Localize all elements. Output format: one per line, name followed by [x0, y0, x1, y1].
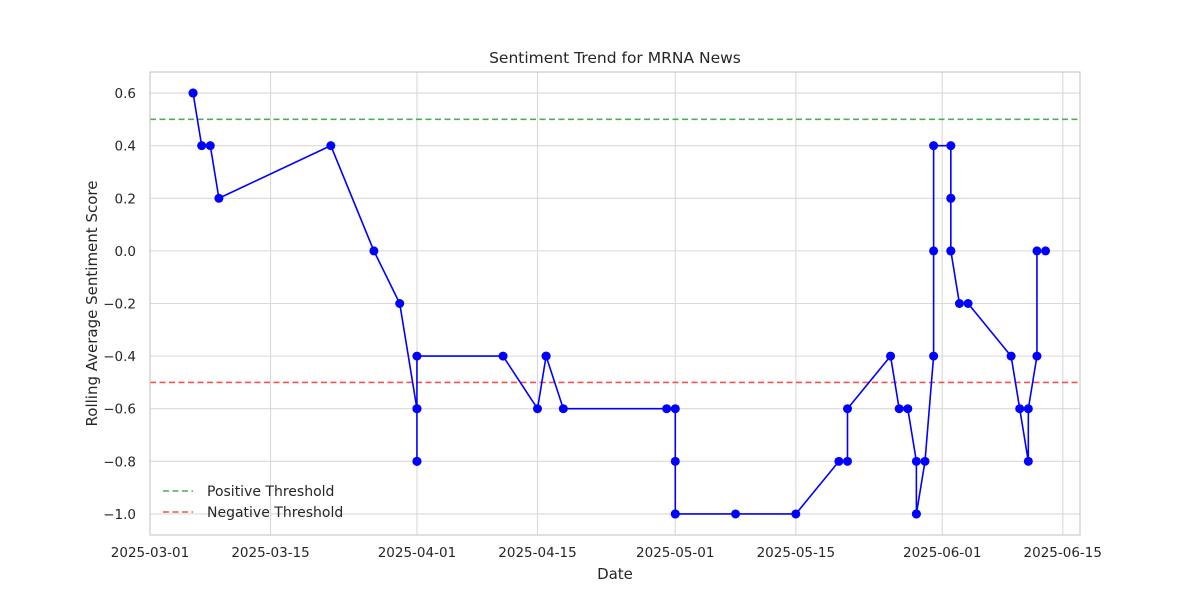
data-point [1023, 404, 1033, 414]
legend-label: Negative Threshold [207, 505, 343, 521]
data-point [911, 509, 921, 519]
data-point [843, 404, 852, 414]
plot-frame [149, 71, 1081, 536]
y-tick-label: −0.6 [103, 402, 136, 418]
y-tick-label: −0.8 [103, 454, 136, 470]
x-tick-label: 2025-04-01 [378, 545, 456, 561]
data-point [894, 404, 904, 414]
data-point [886, 351, 896, 361]
data-point [558, 404, 568, 414]
data-point [1032, 351, 1042, 361]
data-point [834, 456, 844, 466]
data-point [1006, 351, 1016, 361]
legend-label: Positive Threshold [207, 484, 334, 500]
data-point [395, 299, 405, 308]
x-tick-label: 2025-05-15 [757, 545, 835, 561]
data-point [929, 141, 939, 151]
data-point [1015, 404, 1025, 414]
data-point [920, 456, 930, 466]
data-point [541, 351, 551, 361]
x-tick-label: 2025-06-15 [1024, 545, 1102, 561]
series-layer [188, 88, 1051, 519]
threshold-lines [150, 118, 1080, 384]
data-point [670, 456, 680, 466]
data-point [197, 141, 207, 151]
x-tick-label: 2025-05-01 [636, 545, 714, 561]
data-point [963, 299, 973, 308]
y-tick-label: −0.2 [103, 297, 136, 313]
x-tick-label: 2025-03-15 [231, 545, 309, 561]
data-point [1041, 246, 1051, 256]
data-point [903, 404, 913, 414]
y-tick-label: 0.6 [115, 86, 136, 102]
data-point [843, 456, 852, 466]
data-point [188, 88, 198, 98]
data-point [326, 141, 336, 151]
data-point [791, 509, 801, 519]
data-point [1023, 456, 1033, 466]
data-point [929, 351, 939, 361]
data-point [1032, 246, 1042, 256]
y-tick-label: −1.0 [103, 507, 136, 523]
data-point [954, 299, 964, 308]
y-axis-label: Rolling Average Sentiment Score [83, 181, 101, 427]
x-tick-label: 2025-03-01 [111, 545, 189, 561]
y-tick-label: 0.4 [115, 139, 136, 155]
legend: Positive Threshold Negative Threshold [163, 484, 343, 521]
data-point [412, 351, 422, 361]
data-point [412, 404, 422, 414]
data-point [369, 246, 379, 256]
data-point [946, 246, 956, 256]
data-point [533, 404, 542, 414]
tick-labels: 2025-03-01 2025-03-15 2025-04-01 2025-04-15… [103, 86, 1102, 561]
data-point [214, 193, 224, 203]
data-point [662, 404, 672, 414]
y-tick-label: 0.2 [115, 191, 136, 207]
x-tick-label: 2025-06-01 [903, 545, 981, 561]
data-point [412, 456, 422, 466]
data-point [731, 509, 741, 519]
data-point [670, 509, 680, 519]
x-tick-label: 2025-04-15 [498, 545, 576, 561]
data-point [670, 404, 680, 414]
x-axis-label: Date [597, 565, 633, 583]
y-tick-label: 0.0 [115, 244, 136, 260]
grid-lines [149, 72, 1080, 535]
data-point [946, 141, 956, 151]
data-point [929, 246, 939, 256]
data-point [946, 193, 956, 203]
y-tick-label: −0.4 [103, 349, 136, 365]
data-point [205, 141, 215, 151]
data-point [911, 456, 921, 466]
data-point [498, 351, 508, 361]
chart-title: Sentiment Trend for MRNA News [489, 49, 741, 67]
